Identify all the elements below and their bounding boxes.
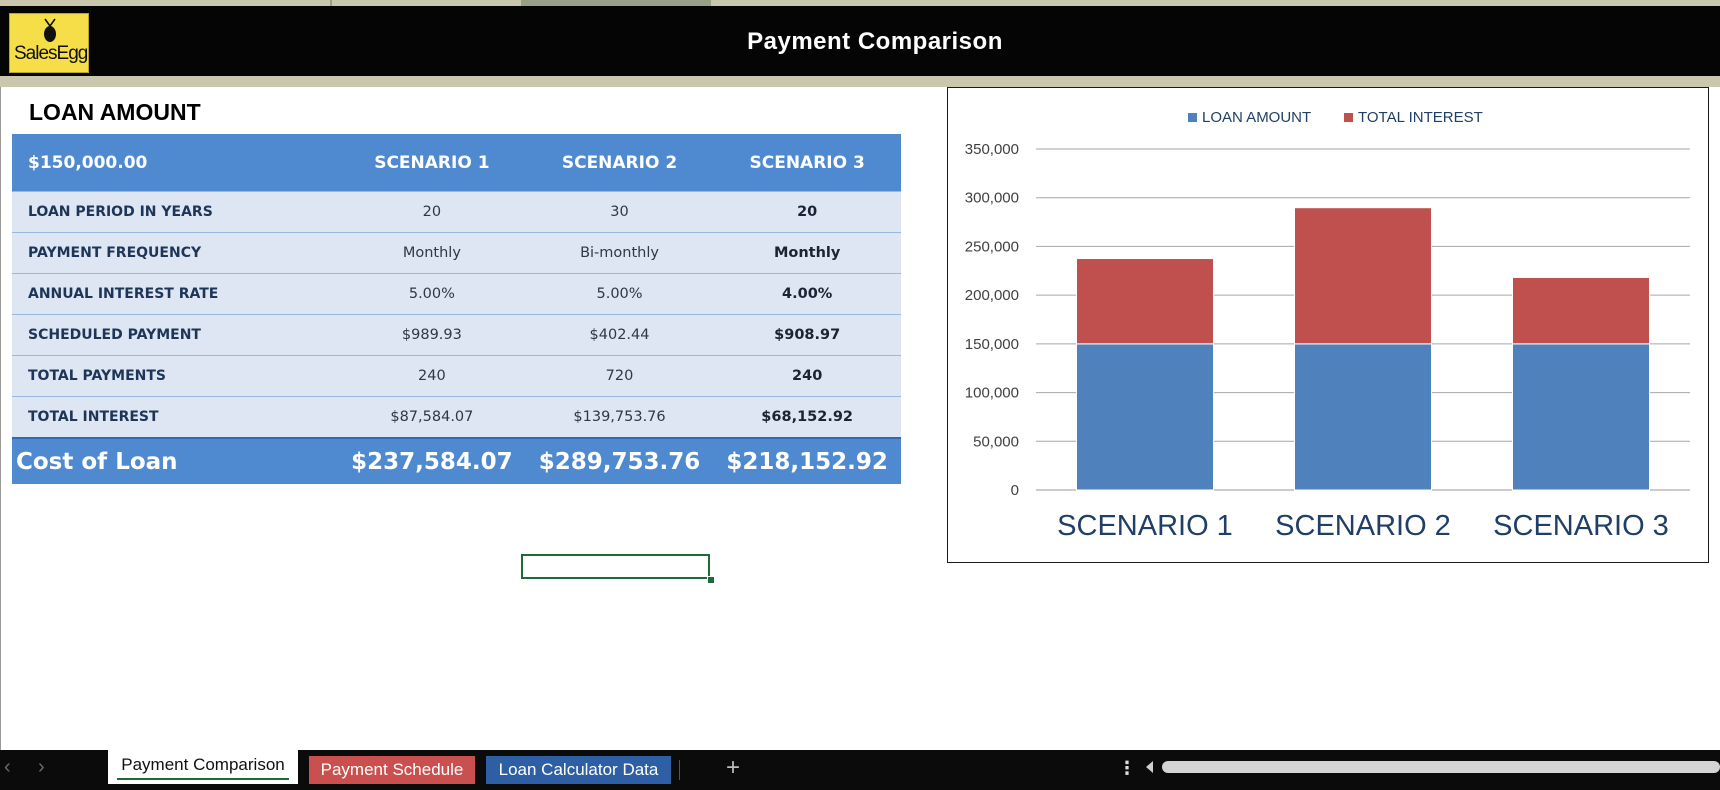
row-label[interactable]: TOTAL INTEREST — [12, 396, 339, 438]
bar-total-interest — [1076, 258, 1214, 345]
loan-amount-heading: LOAN AMOUNT — [29, 99, 201, 125]
stacked-bar-chart: 0 50,000 100,000 150,000 200,000 250,000 300,0… — [965, 109, 1690, 542]
x-category-label: SCENARIO 1 — [1057, 510, 1233, 542]
page-title: Payment Comparison — [747, 28, 1003, 55]
bar-loan-amount — [1076, 343, 1214, 491]
column-header-scenario-2[interactable]: SCENARIO 2 — [525, 134, 714, 192]
strip-divider — [330, 0, 332, 6]
x-category-label: SCENARIO 3 — [1493, 510, 1669, 542]
column-header-scenario-3[interactable]: SCENARIO 3 — [713, 134, 901, 192]
table-cell[interactable]: 30 — [525, 191, 714, 233]
row-label[interactable]: LOAN PERIOD IN YEARS — [12, 191, 339, 233]
loan-amount-cell[interactable]: $150,000.00 — [12, 134, 339, 192]
row-label[interactable]: PAYMENT FREQUENCY — [12, 232, 339, 274]
bar-loan-amount — [1294, 343, 1432, 491]
table-cell[interactable]: $989.93 — [338, 314, 526, 356]
x-category-label: SCENARIO 2 — [1275, 510, 1451, 542]
table-cell[interactable]: Monthly — [713, 232, 901, 274]
table-row-loan-period: LOAN PERIOD IN YEARS 20 30 20 — [12, 191, 901, 233]
strip-selected-column — [521, 0, 711, 6]
scroll-left-icon[interactable] — [1146, 761, 1153, 773]
table-row-total-payments: TOTAL PAYMENTS 240 720 240 — [12, 355, 901, 397]
loan-cost-chart[interactable]: 0 50,000 100,000 150,000 200,000 250,000 300,0… — [947, 87, 1709, 563]
bar-total-interest — [1512, 276, 1650, 345]
logo-text: SalesEgg — [14, 43, 88, 64]
table-cell[interactable]: Monthly — [338, 232, 526, 274]
loan-comparison-table: $150,000.00 SCENARIO 1 SCENARIO 2 SCENAR… — [12, 134, 901, 484]
table-header-row: $150,000.00 SCENARIO 1 SCENARIO 2 SCENAR… — [12, 134, 901, 192]
table-cell[interactable]: 20 — [338, 191, 526, 233]
y-tick-label: 100,000 — [965, 385, 1019, 402]
bar-loan-amount — [1512, 343, 1650, 491]
header-band — [0, 76, 1720, 87]
table-row-scheduled-payment: SCHEDULED PAYMENT $989.93 $402.44 $908.9… — [12, 314, 901, 356]
table-cell[interactable]: Bi-monthly — [525, 232, 714, 274]
y-tick-label: 350,000 — [965, 141, 1019, 158]
table-cell[interactable]: 5.00% — [525, 273, 714, 315]
y-tick-label: 50,000 — [973, 433, 1019, 450]
legend-label: LOAN AMOUNT — [1202, 109, 1311, 126]
table-cell[interactable]: $139,753.76 — [525, 396, 714, 438]
sheet-tab-bar: ‹ › Payment Comparison Payment Schedule … — [0, 750, 1720, 790]
active-tab-underline — [117, 778, 289, 780]
table-cell[interactable]: 5.00% — [338, 273, 526, 315]
fill-handle[interactable] — [707, 576, 715, 584]
horizontal-scrollbar[interactable] — [1162, 761, 1720, 773]
row-label[interactable]: TOTAL PAYMENTS — [12, 355, 339, 397]
salesegg-logo: SalesEgg — [9, 13, 89, 73]
table-cell[interactable]: $402.44 — [525, 314, 714, 356]
legend-swatch — [1344, 113, 1353, 122]
table-row-total-interest: TOTAL INTEREST $87,584.07 $139,753.76 $6… — [12, 396, 901, 438]
report-header: SalesEgg Payment Comparison — [0, 6, 1720, 76]
row-label[interactable]: ANNUAL INTEREST RATE — [12, 273, 339, 315]
add-sheet-icon[interactable]: + — [726, 754, 741, 781]
next-sheet-icon[interactable]: › — [38, 756, 45, 778]
table-row-cost-of-loan: Cost of Loan $237,584.07 $289,753.76 $21… — [12, 437, 901, 484]
legend-label: TOTAL INTEREST — [1358, 109, 1483, 126]
legend-swatch — [1188, 113, 1197, 122]
table-cell[interactable]: 720 — [525, 355, 714, 397]
cost-of-loan-label[interactable]: Cost of Loan — [12, 437, 339, 484]
bar-total-interest — [1294, 207, 1432, 345]
table-cell[interactable]: $87,584.07 — [338, 396, 526, 438]
y-tick-label: 250,000 — [965, 238, 1019, 255]
y-tick-label: 0 — [1011, 482, 1019, 499]
y-tick-label: 300,000 — [965, 190, 1019, 207]
tab-label: Payment Comparison — [121, 755, 285, 774]
tab-payment-schedule[interactable]: Payment Schedule — [309, 756, 475, 784]
window-top-strip — [0, 0, 1720, 6]
selected-cell[interactable] — [521, 554, 710, 579]
sheet-left-edge — [0, 87, 1, 750]
cost-of-loan-value[interactable]: $237,584.07 — [338, 437, 526, 484]
table-cell[interactable]: 20 — [713, 191, 901, 233]
row-label[interactable]: SCHEDULED PAYMENT — [12, 314, 339, 356]
tab-separator — [679, 760, 680, 780]
tab-loan-calculator-data[interactable]: Loan Calculator Data — [486, 756, 671, 784]
table-row-payment-frequency: PAYMENT FREQUENCY Monthly Bi-monthly Mon… — [12, 232, 901, 274]
table-row-interest-rate: ANNUAL INTEREST RATE 5.00% 5.00% 4.00% — [12, 273, 901, 315]
table-cell[interactable]: 240 — [713, 355, 901, 397]
table-cell[interactable]: 4.00% — [713, 273, 901, 315]
cost-of-loan-value[interactable]: $289,753.76 — [525, 437, 714, 484]
column-header-scenario-1[interactable]: SCENARIO 1 — [338, 134, 526, 192]
prev-sheet-icon[interactable]: ‹ — [4, 756, 11, 778]
table-cell[interactable]: 240 — [338, 355, 526, 397]
table-cell[interactable]: $68,152.92 — [713, 396, 901, 438]
y-tick-label: 150,000 — [965, 336, 1019, 353]
y-tick-label: 200,000 — [965, 287, 1019, 304]
more-options-icon[interactable]: ⋮ — [1118, 758, 1136, 778]
table-cell[interactable]: $908.97 — [713, 314, 901, 356]
cost-of-loan-value[interactable]: $218,152.92 — [713, 437, 901, 484]
egg-logo-icon — [44, 18, 56, 42]
tab-payment-comparison[interactable]: Payment Comparison — [108, 750, 298, 784]
